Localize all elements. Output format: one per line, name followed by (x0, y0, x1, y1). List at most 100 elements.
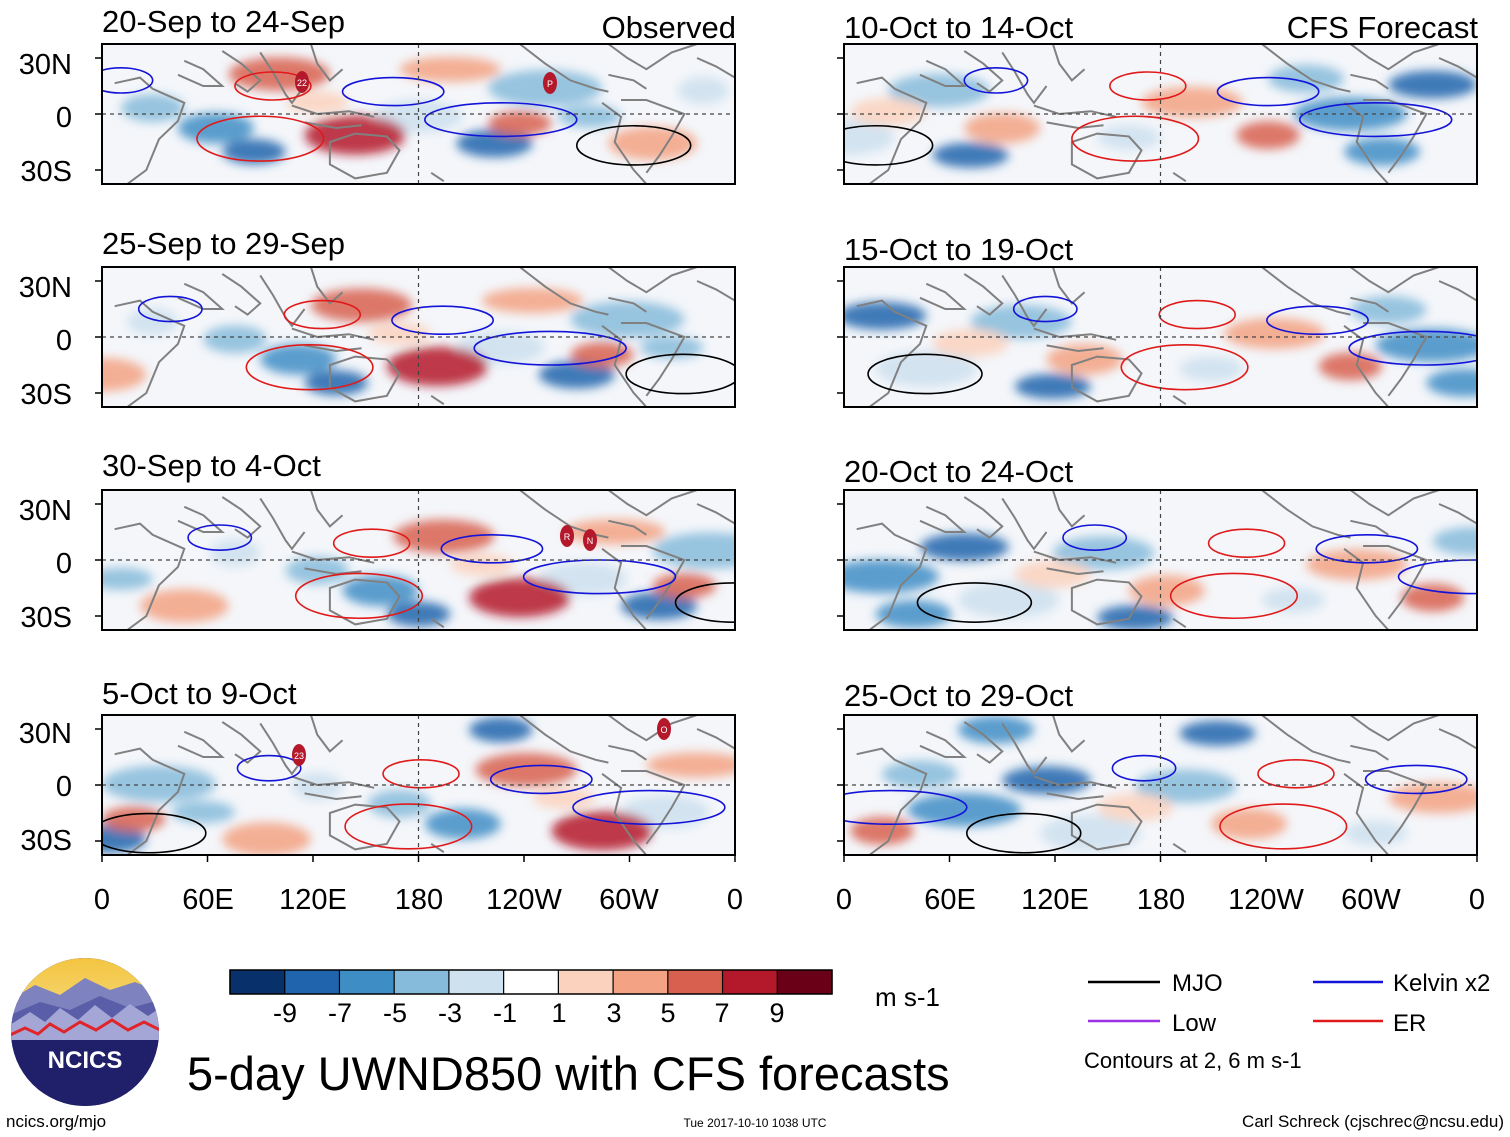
legend-note: Contours at 2, 6 m s-1 (1084, 1048, 1302, 1073)
storm-markers: 22 P R N 23 O (292, 71, 671, 766)
lon-label: 0 (94, 884, 110, 916)
svg-text:P: P (547, 79, 553, 89)
storm-marker: N (583, 529, 597, 551)
lon-label: 120E (279, 884, 347, 916)
lon-label: 0 (727, 884, 743, 916)
colorbar-swatch (558, 970, 614, 994)
colorbar-tick: -5 (383, 998, 407, 1028)
panel-title: 25-Oct to 29-Oct (844, 678, 1074, 713)
legend: MJO Kelvin x2 Low ER Contours at 2, 6 m … (1084, 970, 1490, 1073)
panel-forecast-2: 15-Oct to 19-Oct (837, 232, 1478, 408)
panel-forecast-1: 10-Oct to 14-Oct (837, 10, 1478, 185)
lat-label: 0 (56, 548, 72, 580)
panel-title: 15-Oct to 19-Oct (844, 232, 1074, 267)
panel-observed-1: 20-Sep to 24-Sep (95, 4, 736, 185)
legend-label-kelvin: Kelvin x2 (1393, 970, 1490, 997)
panel-title: 20-Oct to 24-Oct (844, 454, 1074, 489)
storm-marker: R (560, 525, 574, 547)
panel-observed-2: 25-Sep to 29-Sep (95, 226, 736, 408)
map-area (844, 44, 1477, 184)
footer-author: Carl Schreck (cjschrec@ncsu.edu) (1242, 1112, 1504, 1131)
panel-title: 20-Sep to 24-Sep (102, 4, 345, 39)
colorbar-ticks: -9 -7 -5 -3 -1 1 3 5 7 9 (273, 998, 785, 1028)
lat-label: 30N (19, 49, 72, 81)
colorbar-tick: -1 (493, 998, 517, 1028)
colorbar-swatch (667, 970, 724, 994)
wind-anomaly-field (850, 715, 1477, 852)
lon-label: 120E (1021, 884, 1089, 916)
colorbar-swatch (339, 970, 395, 994)
colorbar-swatch (230, 970, 286, 994)
lon-label: 60W (599, 884, 659, 916)
map-area (102, 490, 735, 630)
wind-anomaly-field (844, 64, 1477, 168)
map-area (844, 715, 1477, 855)
colorbar (229, 969, 833, 995)
colorbar-tick: 3 (606, 998, 621, 1028)
lon-labels-left: 0 60E 120E 180 120W 60W 0 (94, 884, 743, 916)
map-ticks (95, 728, 736, 862)
storm-marker: P (543, 72, 557, 94)
ncics-logo: NCICS (11, 958, 159, 1106)
lat-label: 30N (19, 718, 72, 750)
wave-contours (102, 754, 726, 854)
lon-label: 60E (924, 884, 976, 916)
wave-contours (844, 67, 1453, 166)
panel-title: 30-Sep to 4-Oct (102, 448, 321, 483)
colorbar-swatch (503, 970, 559, 994)
svg-text:N: N (587, 536, 594, 546)
lat-label: 0 (56, 771, 72, 803)
storm-marker: 23 (292, 744, 306, 766)
colorbar-swatch (613, 970, 669, 994)
lon-label: 180 (395, 884, 443, 916)
figure-title: 5-day UWND850 with CFS forecasts (187, 1047, 950, 1100)
lon-label: 60W (1341, 884, 1401, 916)
colorbar-tick: -3 (438, 998, 462, 1028)
coastlines (857, 715, 1477, 855)
lon-label: 0 (1469, 884, 1485, 916)
wave-contours (867, 295, 1477, 395)
wave-contours (844, 754, 1468, 854)
storm-marker: O (657, 718, 671, 740)
lat-label: 30S (20, 825, 72, 857)
footer-timestamp: Tue 2017-10-10 1038 UTC (684, 1116, 827, 1130)
map-ticks (837, 728, 1478, 862)
svg-text:22: 22 (297, 78, 307, 88)
logo-text: NCICS (48, 1047, 123, 1074)
map-area (102, 44, 735, 184)
colorbar-tick: 7 (714, 998, 729, 1028)
map-ticks (837, 57, 844, 171)
map-ticks (837, 503, 844, 617)
lat-label: 0 (56, 325, 72, 357)
lon-labels-right: 0 60E 120E 180 120W 60W 0 (836, 884, 1485, 916)
svg-text:R: R (564, 532, 571, 542)
lon-label: 180 (1137, 884, 1185, 916)
legend-label-mjo: MJO (1172, 970, 1223, 997)
wind-anomaly-field (102, 519, 735, 627)
coastlines (115, 267, 735, 407)
forecast-header: CFS Forecast (1287, 10, 1479, 45)
lat-label: 30S (20, 602, 72, 634)
lon-label: 120W (1228, 884, 1304, 916)
wave-contours (102, 67, 692, 166)
map-ticks (837, 280, 844, 394)
lat-label: 30S (20, 379, 72, 411)
lat-label: 30N (19, 272, 72, 304)
panel-title: 10-Oct to 14-Oct (844, 10, 1074, 45)
colorbar-swatch (284, 970, 340, 994)
colorbar-units: m s-1 (875, 982, 940, 1012)
wave-contours (137, 295, 735, 395)
panel-forecast-3: 20-Oct to 24-Oct (837, 454, 1478, 631)
colorbar-swatch (777, 970, 833, 994)
footer-url[interactable]: ncics.org/mjo (6, 1112, 106, 1131)
colorbar-swatch (394, 970, 450, 994)
panel-title: 5-Oct to 9-Oct (102, 676, 297, 711)
wind-anomaly-field (120, 56, 729, 165)
wind-anomaly-field (844, 295, 1477, 399)
map-ticks (95, 57, 102, 171)
map-ticks (95, 503, 102, 617)
wave-contours (916, 524, 1477, 623)
svg-text:23: 23 (294, 751, 304, 761)
coastlines (115, 490, 735, 630)
